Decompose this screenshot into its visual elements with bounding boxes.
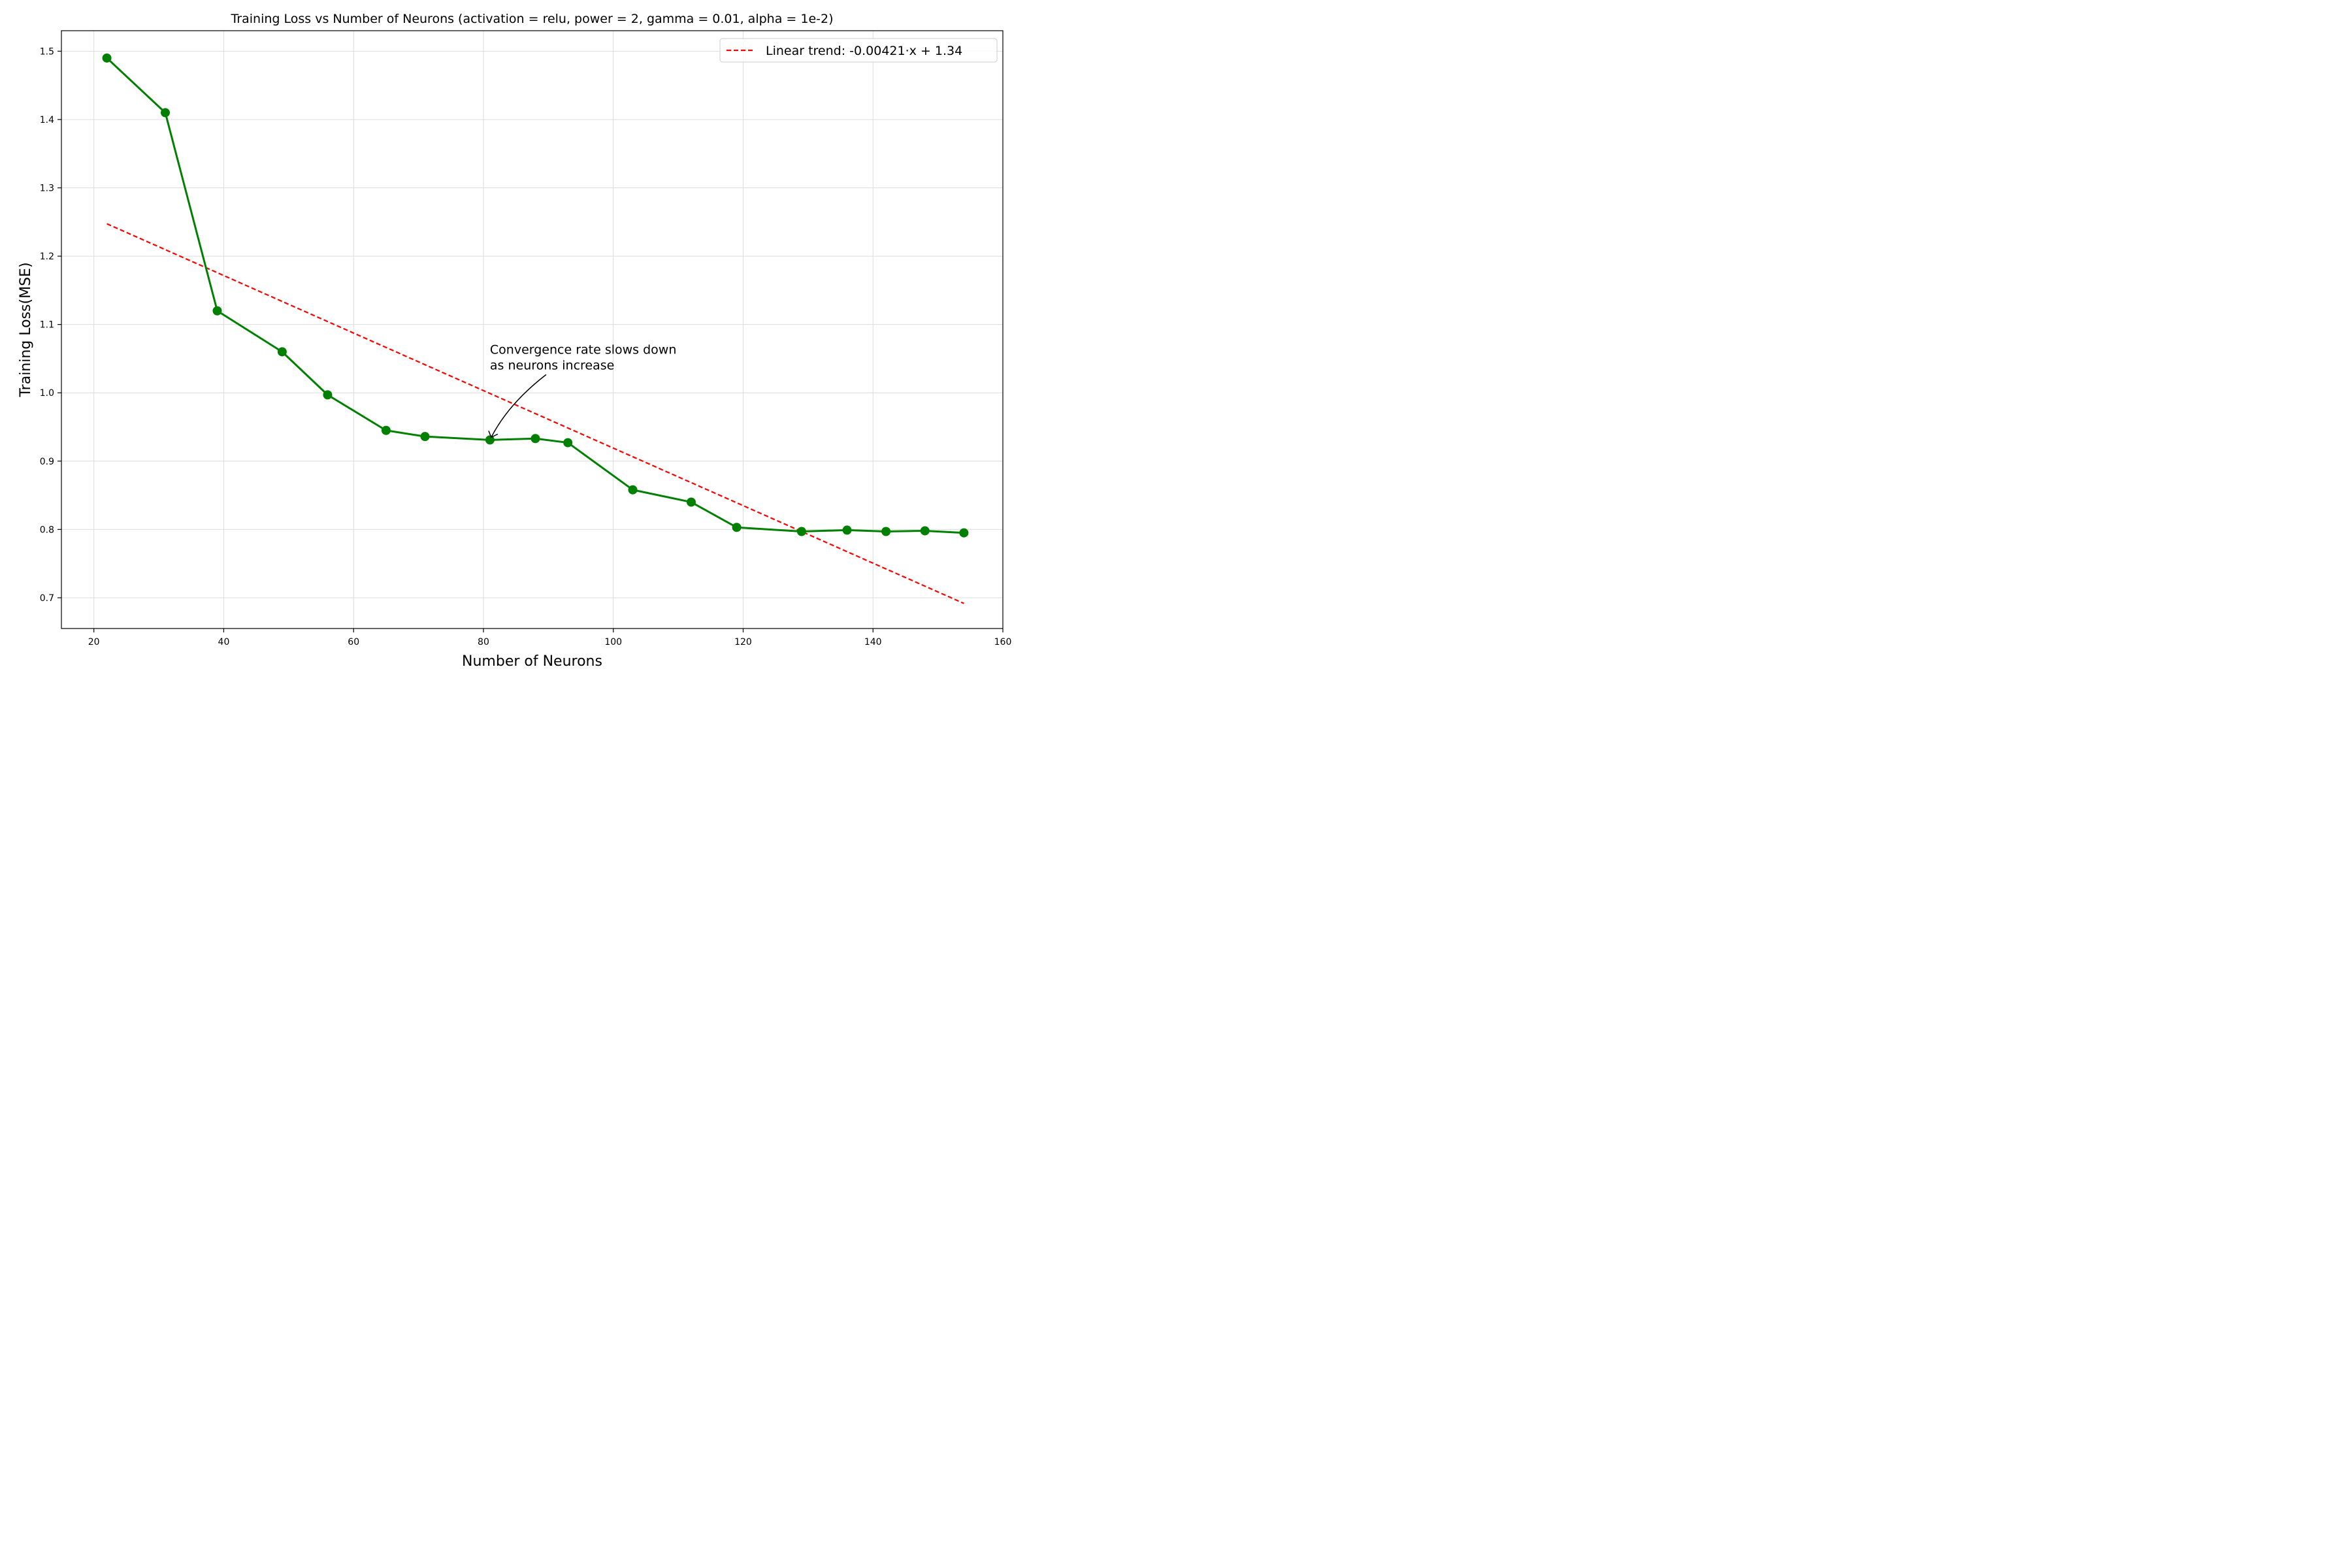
y-tick-label: 0.9 [40, 457, 54, 467]
x-tick-label: 80 [478, 637, 489, 647]
loss-point [485, 435, 495, 445]
loss-point [686, 497, 696, 507]
x-tick-label: 20 [88, 637, 100, 647]
plot-series [102, 53, 969, 604]
loss-point [161, 108, 171, 118]
y-tick-label: 1.4 [40, 115, 54, 125]
x-tick-label: 60 [348, 637, 359, 647]
loss-point [732, 523, 742, 532]
annotation-arrowhead [488, 431, 498, 438]
figure-background [0, 0, 1024, 682]
training-loss-chart: Training Loss vs Number of Neurons (acti… [0, 0, 1024, 682]
trend-line [106, 223, 964, 604]
x-tick-label: 120 [734, 637, 752, 647]
y-tick-label: 0.8 [40, 525, 54, 535]
loss-point [381, 425, 391, 435]
y-tick-label: 0.7 [40, 593, 54, 604]
legend-box [719, 38, 998, 63]
loss-point [959, 528, 969, 538]
annotation-arrow [491, 374, 547, 438]
loss-point [796, 527, 806, 536]
annotation-text-line: as neurons increase [490, 358, 614, 372]
y-tick-label: 1.5 [40, 46, 54, 57]
x-tick-label: 40 [218, 637, 230, 647]
loss-point [628, 485, 638, 495]
y-tick-label: 1.3 [40, 184, 54, 194]
loss-point [842, 525, 852, 535]
loss-point [881, 527, 891, 536]
loss-point [102, 53, 112, 63]
legend-label-trend: Linear trend: -0.00421·x + 1.34 [766, 44, 962, 58]
legend: Linear trend: -0.00421·x + 1.34 [719, 38, 998, 63]
loss-point [920, 526, 930, 536]
y-tick-label: 1.2 [40, 252, 54, 262]
x-tick-label: 160 [994, 637, 1012, 647]
loss-point [323, 390, 333, 400]
x-tick-label: 100 [604, 637, 622, 647]
loss-point [277, 347, 287, 357]
y-tick-label: 1.1 [40, 320, 54, 331]
x-tick-label: 140 [864, 637, 882, 647]
loss-point [212, 306, 222, 316]
loss-line [106, 57, 964, 534]
loss-point [563, 438, 573, 448]
loss-point [420, 432, 430, 442]
axes: 20 40 60 80 100 120 140 160 0.7 0.8 0.9 1.0 1.1 1.2 1.… [40, 46, 1012, 647]
loss-point [531, 434, 540, 444]
plot-frame [61, 30, 1004, 629]
y-axis-label: Training Loss(MSE) [18, 262, 34, 397]
y-tick-label: 1.0 [40, 388, 54, 399]
x-axis-label: Number of Neurons [462, 653, 602, 670]
annotation-text-line: Convergence rate slows down [490, 342, 677, 357]
chart-title: Training Loss vs Number of Neurons (acti… [230, 12, 833, 26]
